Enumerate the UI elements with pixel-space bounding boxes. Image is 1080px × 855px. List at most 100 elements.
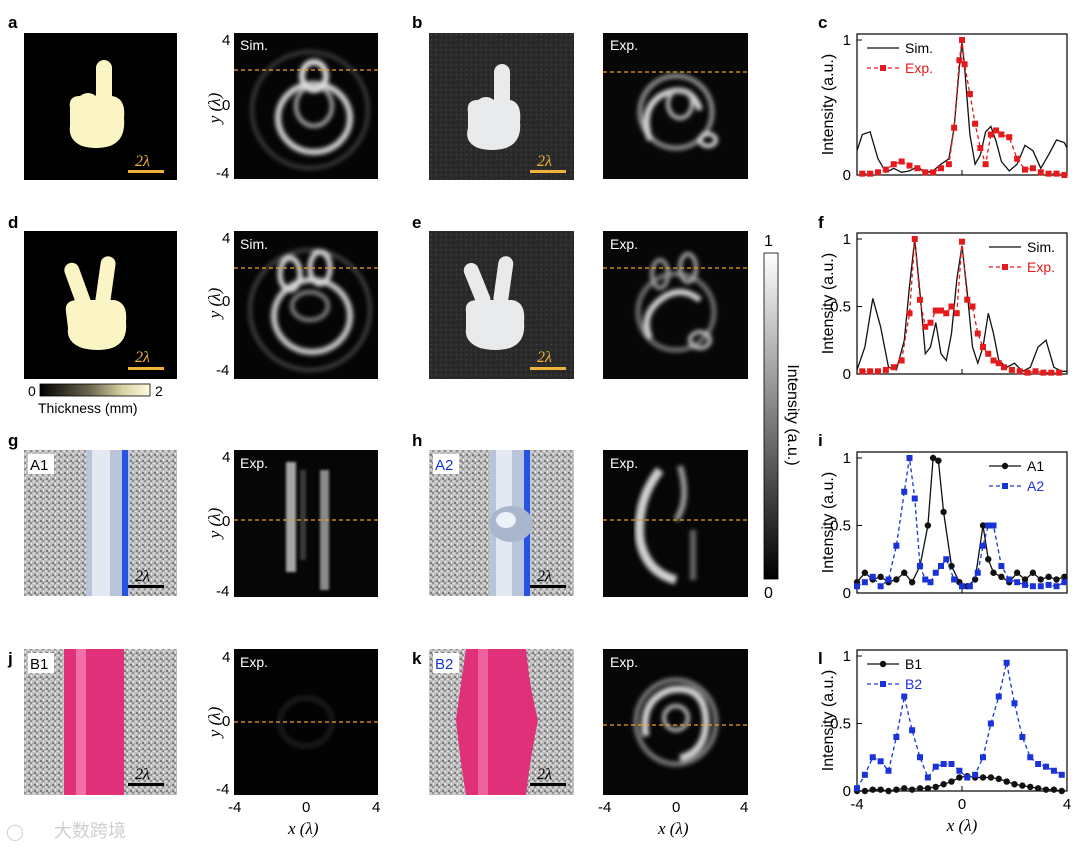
line-charts: 0 1 Intensity (a.u.) Sim. Exp. 0 0.5 1 Intensity… <box>820 32 1071 835</box>
chart-l-point <box>1027 754 1034 761</box>
chart-l-point <box>908 786 916 793</box>
chart-c-point <box>898 158 905 165</box>
chart-l-point <box>861 771 868 778</box>
chart-i-point <box>951 576 958 583</box>
tube-a1 <box>86 450 130 596</box>
photo-label-a2: A2 <box>435 457 453 474</box>
chart-f-point <box>985 350 992 357</box>
intensity-map-d-sim <box>234 231 378 379</box>
chart-i-legend-label: A2 <box>1027 478 1044 494</box>
chart-i-point <box>1061 579 1068 586</box>
chart-c-point <box>875 169 881 176</box>
chart-l-point <box>972 771 979 778</box>
chart-l-legend-marker <box>879 660 887 668</box>
intensity-map-e-features <box>635 252 717 353</box>
chart-f-point <box>911 236 918 242</box>
chart-f-point <box>1008 366 1015 373</box>
chart-c-point <box>914 165 921 172</box>
chart-l-ytick-label: 1 <box>843 648 851 665</box>
hand-shape-victory-d <box>64 256 127 350</box>
chart-c-point <box>922 169 929 176</box>
chart-l-point <box>854 785 860 792</box>
intensity-map-g-features <box>286 462 329 590</box>
chart-l-point <box>901 693 908 700</box>
chart-f-point <box>932 307 939 314</box>
map-d-ylabel: y (λ) <box>205 287 224 320</box>
map-k-label: Exp. <box>610 654 638 670</box>
printed-hand-victory-e <box>463 256 525 350</box>
chart-f-point <box>867 368 874 375</box>
map-k-xtick-mid: 0 <box>672 799 680 816</box>
chart-f-series-line-sim <box>856 238 1067 373</box>
chart-l-point <box>861 787 869 795</box>
chart-l-point <box>1035 761 1042 767</box>
panel-letter-k: k <box>412 649 422 668</box>
panel-letter-b: b <box>412 13 422 32</box>
chart-l-legend-label: B1 <box>905 656 922 672</box>
chart-i-point <box>1053 583 1060 590</box>
map-b-label: Exp. <box>610 37 638 53</box>
map-d-ytick-mid: 0 <box>222 293 230 310</box>
chart-i-point <box>877 573 884 580</box>
chart-l-xtick-label: 4 <box>1063 796 1071 813</box>
scale-bar-text-h: 2λ <box>537 568 552 585</box>
chart-i-point <box>1045 581 1052 588</box>
chart-c-point <box>966 91 973 97</box>
scale-bar-text-b: 2λ <box>537 153 552 170</box>
scale-bar-text-j: 2λ <box>135 766 150 783</box>
chart-l-point <box>932 763 939 770</box>
intensity-map-k-exp <box>603 649 748 795</box>
chart-i-point <box>943 556 950 563</box>
chart-f-point <box>875 368 881 375</box>
chart-l-point <box>924 785 932 792</box>
chart-f: 0 0.5 1 Intensity (a.u.) Sim. Exp. <box>820 231 1068 383</box>
photo-label-box-b2 <box>433 653 459 673</box>
chart-i-point <box>990 522 997 529</box>
intensity-map-k-features <box>633 677 719 767</box>
chart-l-point <box>1027 783 1034 791</box>
chart-l-point <box>1019 734 1026 740</box>
panel-letter-c: c <box>818 13 827 32</box>
scale-bar-h <box>530 585 566 588</box>
chart-l-ytick-label: 0 <box>843 783 851 800</box>
thickness-min: 0 <box>28 383 36 399</box>
chart-i-point <box>861 569 869 576</box>
intensity-colorbar-title: Intensity (a.u.) <box>784 364 801 465</box>
scale-bar-g <box>128 585 164 588</box>
chart-f-ylabel: Intensity (a.u.) <box>820 253 837 354</box>
chart-l-point <box>995 693 1002 700</box>
scale-bar-j <box>128 783 164 786</box>
panel-letter-e: e <box>412 213 421 232</box>
chart-l-xtick-label: 0 <box>958 796 966 813</box>
scale-bar-a <box>128 170 164 173</box>
chart-l-point <box>1011 781 1018 788</box>
chart-i-point <box>935 457 942 464</box>
intensity-map-e-exp <box>603 231 748 379</box>
chart-i-point <box>869 573 876 580</box>
photo-label-a1: A1 <box>30 457 48 474</box>
chart-i-point <box>980 542 986 549</box>
chart-l-point <box>964 774 971 781</box>
chart-l-point <box>995 775 1002 783</box>
chart-i-ylabel: Intensity (a.u.) <box>820 472 837 573</box>
chart-f-point <box>906 310 913 317</box>
chart-l-point <box>901 785 908 792</box>
map-j-label: Exp. <box>240 654 268 670</box>
intensity-map-b-features <box>637 73 718 151</box>
chart-i-point <box>974 569 981 576</box>
chart-c-point <box>951 124 958 131</box>
chart-c-point <box>1061 172 1068 178</box>
chart-c-legend-marker <box>880 65 886 71</box>
chart-i-point <box>901 569 908 576</box>
chart-f-legend-label: Exp. <box>1027 259 1055 275</box>
intensity-colorbar-max: 1 <box>764 233 773 250</box>
chart-f-point <box>917 296 923 303</box>
chart-i: 0 0.5 1 Intensity (a.u.) A1 A2 <box>820 450 1068 602</box>
chart-l-point <box>1003 778 1010 785</box>
chart-l-point <box>877 758 884 765</box>
panel-letter-i: i <box>818 431 823 450</box>
thickness-title: Thickness (mm) <box>38 400 138 416</box>
chart-f-point <box>927 319 934 326</box>
chart-i-point <box>922 576 929 583</box>
